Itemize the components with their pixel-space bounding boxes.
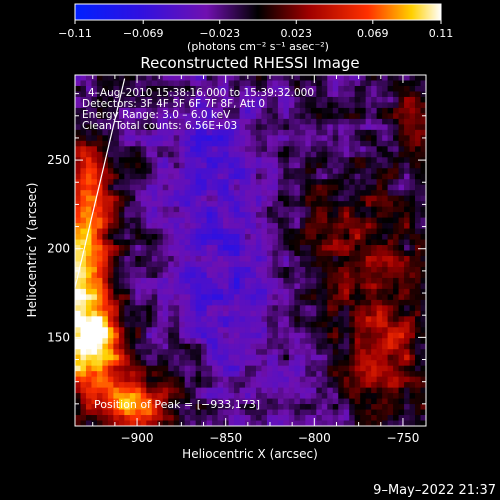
x-tick-label: −800 xyxy=(298,431,331,445)
info-line: Energy Range: 3.0 – 6.0 keV xyxy=(82,109,231,121)
colorbar-tick-label: 0.069 xyxy=(357,27,389,40)
info-line: 4–Aug–2010 15:38:16.000 to 15:39:32.000 xyxy=(88,87,314,99)
info-line: Clean Total counts: 6.56E+03 xyxy=(82,120,237,132)
colorbar-tick-label: −0.023 xyxy=(199,27,240,40)
info-block: 4–Aug–2010 15:38:16.000 to 15:39:32.000D… xyxy=(82,87,314,132)
colorbar-tick-label: 0.11 xyxy=(429,27,454,40)
x-tick-label: −900 xyxy=(121,431,154,445)
colorbar-unit-label: (photons cm⁻² s⁻¹ asec⁻²) xyxy=(187,40,329,53)
x-tick-label: −750 xyxy=(386,431,419,445)
solar-limb-line xyxy=(74,78,126,288)
info-line: Detectors: 3F 4F 5F 6F 7F 8F, Att 0 xyxy=(82,98,265,110)
chart-title: Reconstructed RHESSI Image xyxy=(140,54,359,72)
peak-position-label: Position of Peak = [−933,173] xyxy=(94,398,260,411)
y-axis-ticks: 150 200 250 xyxy=(47,93,426,405)
plot-frame xyxy=(74,74,427,427)
y-tick-label: 150 xyxy=(47,330,70,344)
y-tick-label: 250 xyxy=(47,153,70,167)
y-axis-label: Heliocentric Y (arcsec) xyxy=(25,183,39,318)
x-axis-ticks: −900 −850 −800 −750 xyxy=(92,75,419,445)
colorbar-tick-label: −0.11 xyxy=(58,27,92,40)
colorbar-ticks: −0.11 −0.069 −0.023 0.023 0.069 0.11 xyxy=(58,20,453,40)
colorbar xyxy=(74,3,442,21)
x-axis-label: Heliocentric X (arcsec) xyxy=(182,447,318,461)
colorbar-tick-label: −0.069 xyxy=(123,27,164,40)
y-tick-label: 200 xyxy=(47,242,70,256)
colorbar-tick-label: 0.023 xyxy=(281,27,313,40)
x-tick-label: −850 xyxy=(209,431,242,445)
footer-timestamp: 9–May–2022 21:37 xyxy=(373,483,496,498)
